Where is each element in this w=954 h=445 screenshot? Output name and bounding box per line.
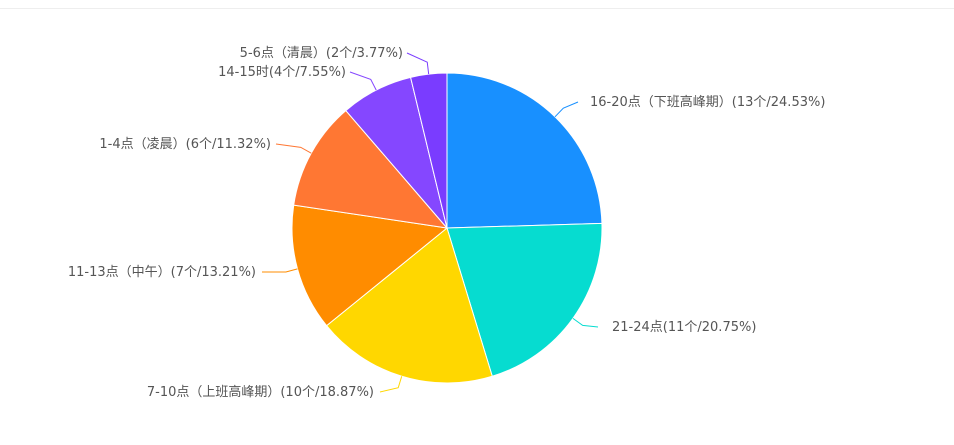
label-leader-line <box>261 268 298 273</box>
slice-label: 16-20点（下班高峰期）(13个/24.53%) <box>590 94 825 110</box>
top-divider <box>0 8 954 9</box>
pie-slice[interactable] <box>293 109 449 229</box>
pie-slice[interactable] <box>446 72 603 229</box>
label-leader-lines <box>261 52 599 393</box>
label-leader-line <box>275 143 312 154</box>
label-leader-line <box>554 101 579 118</box>
label-leader-line <box>349 71 377 91</box>
slice-label: 21-24点(11个/20.75%) <box>612 320 756 335</box>
pie-slices <box>291 72 603 384</box>
slice-label: 11-13点（中午）(7个/13.21%) <box>68 265 256 280</box>
slice-label: 1-4点（凌晨）(6个/11.32%) <box>99 137 271 152</box>
label-leader-line <box>572 317 599 328</box>
slice-label: 5-6点（清晨）(2个/3.77%) <box>240 46 403 61</box>
slice-label: 14-15时(4个/7.55%) <box>218 65 346 80</box>
label-leader-line <box>379 376 403 393</box>
pie-slice[interactable] <box>291 204 449 327</box>
slice-labels: 16-20点（下班高峰期）(13个/24.53%) 21-24点(11个/20.7… <box>68 46 826 400</box>
label-leader-line <box>406 52 430 75</box>
pie-slice[interactable] <box>446 222 603 377</box>
pie-slice[interactable] <box>409 72 448 229</box>
slice-label: 7-10点（上班高峰期）(10个/18.87%) <box>147 384 374 400</box>
